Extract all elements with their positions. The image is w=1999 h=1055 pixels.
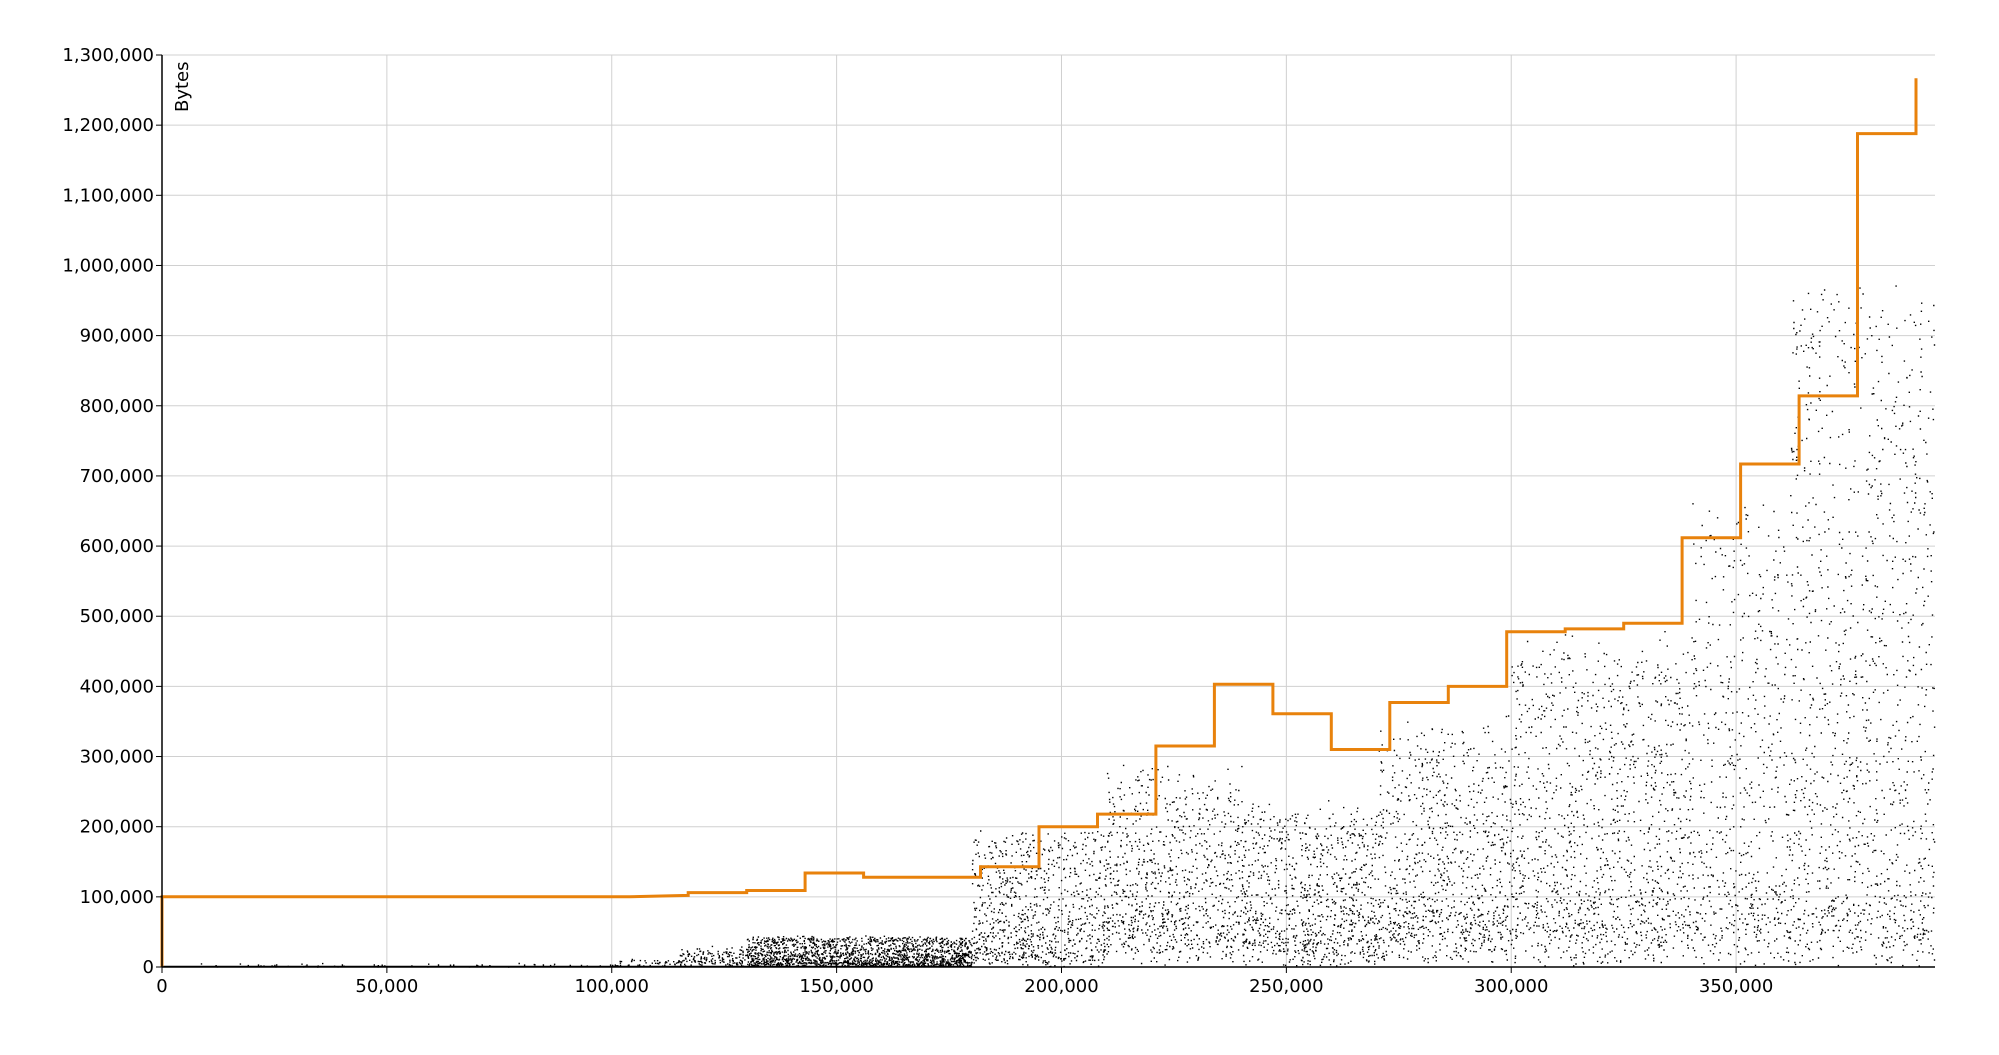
x-tick-label: 100,000: [575, 976, 649, 997]
y-tick-label: 400,000: [80, 676, 154, 697]
y-tick-label: 600,000: [80, 536, 154, 557]
x-tick-label: 150,000: [799, 976, 873, 997]
x-tick-label: 200,000: [1024, 976, 1098, 997]
y-tick-label: 1,300,000: [62, 45, 154, 66]
scatter-point-cloud: [162, 285, 1936, 968]
y-tick-label: 0: [143, 957, 154, 978]
step-line-series: [160, 78, 1918, 967]
axes: [161, 55, 1935, 968]
x-tick-label: 50,000: [355, 976, 418, 997]
y-tick-label: 800,000: [80, 396, 154, 417]
y-tick-label: 300,000: [80, 747, 154, 768]
scatter-points: [162, 285, 1936, 968]
y-axis-label: Bytes: [172, 61, 193, 112]
y-tick-label: 700,000: [80, 466, 154, 487]
x-tick-label: 0: [156, 976, 167, 997]
y-tick-label: 1,000,000: [62, 255, 154, 276]
y-tick-label: 1,100,000: [62, 185, 154, 206]
grid-lines: [162, 54, 1935, 967]
y-tick-label: 500,000: [80, 606, 154, 627]
x-axis-ticks: 0 50,000 100,000 150,000 200,000 250,000 300,0…: [156, 967, 1773, 997]
y-axis-ticks: 0 100,000 200,000 300,000 400,000 500,000 600,…: [62, 45, 162, 978]
y-tick-label: 200,000: [80, 817, 154, 838]
x-tick-label: 300,000: [1474, 976, 1548, 997]
step-line: [160, 78, 1918, 967]
x-tick-label: 350,000: [1699, 976, 1773, 997]
x-tick-label: 250,000: [1249, 976, 1323, 997]
y-tick-label: 1,200,000: [62, 115, 154, 136]
y-tick-label: 100,000: [80, 887, 154, 908]
y-tick-label: 900,000: [80, 326, 154, 347]
